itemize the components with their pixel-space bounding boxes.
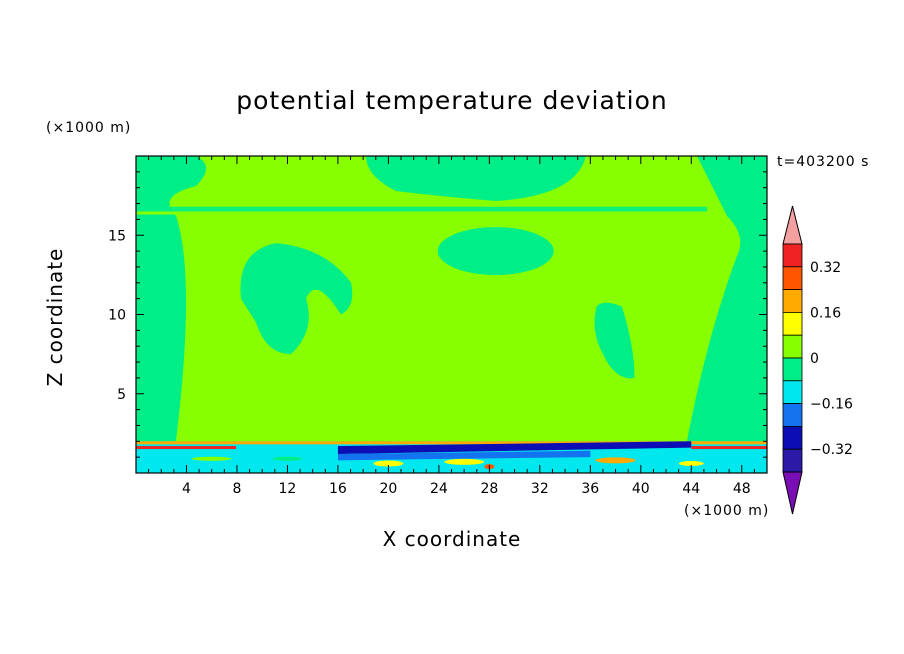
field-region-top (366, 156, 586, 201)
blob-center (437, 227, 554, 276)
x-tick-label: 24 (430, 481, 448, 497)
colorbar-segment (782, 448, 803, 473)
x-axis-label: X coordinate (382, 527, 522, 551)
x-tick-label: 32 (531, 481, 549, 497)
time-label: t=403200 s (777, 154, 870, 170)
y-unit-label: (×1000 m) (46, 120, 132, 136)
x-tick-label: 12 (279, 481, 297, 497)
x-tick-label: 28 (480, 481, 498, 497)
blob-left (240, 243, 353, 355)
colorbar-label: 0 (810, 351, 819, 367)
boundary-cold-band (337, 441, 692, 454)
field-background (136, 156, 767, 473)
colorbar-segment (782, 311, 803, 336)
boundary-blue-band (337, 450, 591, 461)
colorbar-segment (782, 380, 803, 404)
y-tick-label: 5 (117, 387, 126, 403)
x-tick-label: 36 (581, 481, 599, 497)
x-tick-label: 16 (329, 481, 347, 497)
colorbar-segment (782, 357, 803, 382)
x-tick-label: 40 (632, 481, 650, 497)
y-tick-label: 10 (108, 308, 126, 324)
boundary-spot (191, 456, 232, 461)
colorbar-segment (782, 289, 803, 313)
x-tick-label: 4 (182, 481, 191, 497)
boundary-right-red (691, 446, 767, 450)
boundary-top-orange (136, 441, 767, 445)
x-tick-label: 20 (379, 481, 397, 497)
x-tick-label: 8 (232, 481, 241, 497)
boundary-spot (373, 460, 404, 467)
boundary-spot (444, 458, 485, 465)
x-tick-label: 48 (733, 481, 751, 497)
colorbar-segment (782, 266, 803, 290)
field-stripe (136, 206, 707, 213)
colorbar-segment (782, 425, 803, 450)
boundary-spot (678, 460, 704, 466)
colorbar-label: 0.16 (810, 305, 841, 321)
colorbar-segment (782, 403, 803, 427)
field-region-right (687, 156, 767, 443)
blob-right (594, 302, 635, 379)
boundary-spot (272, 456, 303, 461)
boundary-left-red (136, 446, 236, 450)
colorbar-segment (782, 243, 803, 268)
field-region-left (136, 156, 206, 443)
boundary-spot (595, 457, 636, 464)
colorbar-segment (782, 334, 803, 359)
y-tick-label: 15 (108, 228, 126, 244)
x-unit-label: (×1000 m) (684, 503, 770, 519)
colorbar-label: −0.32 (810, 442, 853, 458)
chart-title: potential temperature deviation (236, 86, 668, 115)
colorbar-label: −0.16 (810, 397, 853, 413)
field-stripe-inner (136, 211, 707, 215)
x-tick-label: 44 (682, 481, 700, 497)
colorbar-top-arrow (782, 205, 803, 245)
colorbar-bottom-arrow (782, 471, 803, 515)
colorbar-label: 0.32 (810, 260, 841, 276)
